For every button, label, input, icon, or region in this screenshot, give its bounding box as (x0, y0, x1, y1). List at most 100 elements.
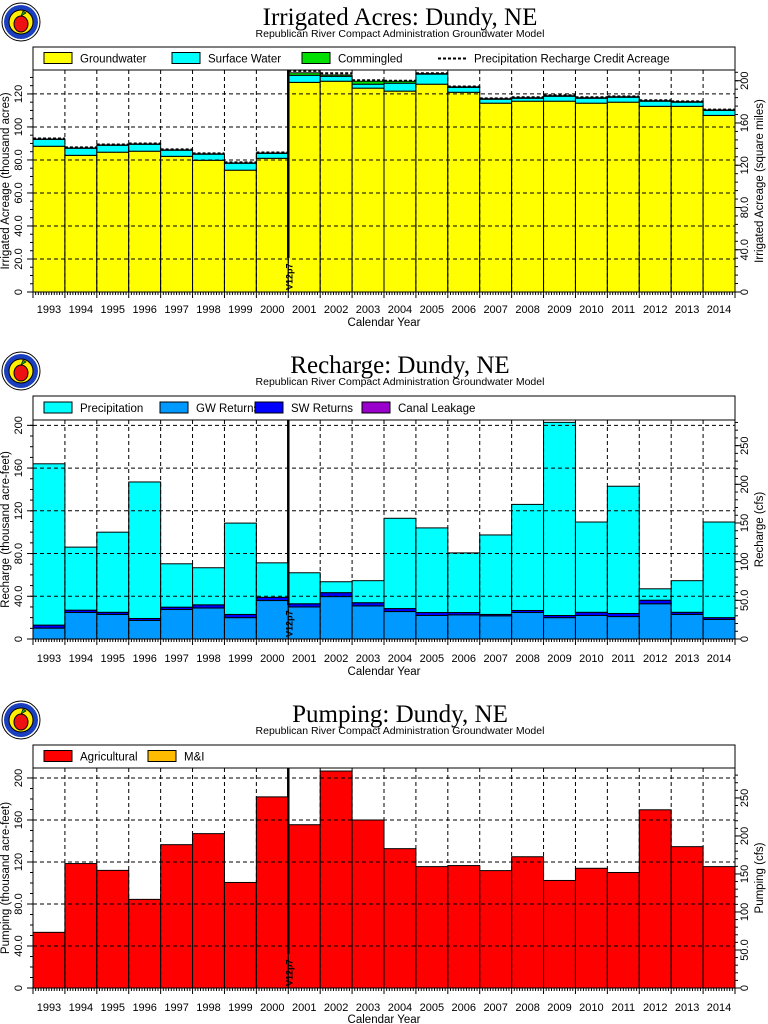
bar-agricultural-2014 (702, 866, 736, 989)
bar-surface-water-2004 (383, 82, 417, 92)
x-tick-label: 2000 (260, 1002, 284, 1014)
bar-groundwater-2011 (606, 101, 640, 293)
bar-groundwater-2009 (543, 100, 576, 293)
bar-gw-returns-1998 (192, 607, 225, 640)
x-tick-label: 1995 (101, 653, 125, 665)
bar-precipitation-2005 (415, 527, 449, 614)
x-tick-label: 2009 (547, 1002, 571, 1014)
bar-surface-water-2003 (351, 83, 385, 89)
x-tick-label: 2010 (579, 653, 603, 665)
x-tick-label: 2001 (292, 304, 316, 316)
apple-icon (13, 15, 29, 33)
x-tick-label: 2003 (356, 653, 380, 665)
bar-precipitation-2004 (383, 517, 417, 610)
bar-agricultural-2010 (574, 867, 608, 989)
y-tick-label: 60.0 (13, 182, 25, 203)
x-tick-label: 1998 (196, 653, 220, 665)
legend-label: Canal Leakage (398, 403, 475, 415)
y-axis-label: Irrigated Acreage (thousand acres) (0, 92, 12, 269)
y2-tick-label: 150 (739, 865, 751, 883)
bar-surface-water-1993 (32, 138, 66, 147)
chart-title: Recharge: Dundy, NE (290, 352, 509, 379)
y2-tick-label: 200 (739, 72, 751, 90)
y-tick-label: 40.0 (13, 935, 25, 956)
y-tick-label: 40.0 (13, 215, 25, 236)
x-tick-label: 2007 (483, 304, 507, 316)
bar-surface-water-2012 (638, 100, 672, 107)
bar-agricultural-2001 (287, 824, 321, 989)
leaf-icon (20, 10, 27, 17)
x-tick-label: 2012 (643, 304, 667, 316)
bar-precipitation-1999 (223, 522, 257, 615)
bar-surface-water-1997 (160, 149, 194, 157)
x-tick-label: 1997 (164, 304, 188, 316)
bar-gw-returns-2007 (479, 615, 513, 640)
bar-precipitation-2001 (287, 572, 321, 605)
y-tick-label: 120 (13, 502, 25, 520)
bar-precipitation-1993 (32, 463, 66, 626)
x-tick-label: 1999 (228, 653, 252, 665)
legend-box (32, 744, 736, 769)
bar-groundwater-2007 (479, 102, 513, 293)
x-axis-label: Calendar Year (348, 1014, 421, 1024)
bar-surface-water-2005 (415, 73, 449, 85)
x-tick-label: 1996 (132, 653, 156, 665)
x-tick-label: 2010 (579, 1002, 603, 1014)
bar-gw-returns-2009 (543, 617, 576, 640)
bar-precipitation-2007 (479, 534, 513, 615)
bar-precipitation-2014 (702, 521, 736, 619)
y2-tick-label: 50.0 (739, 939, 751, 960)
x-tick-label: 2006 (452, 653, 476, 665)
bar-surface-water-1998 (192, 153, 225, 161)
bar-agricultural-2011 (606, 871, 640, 989)
x-tick-label: 1998 (196, 1002, 220, 1014)
y2-tick-label: 100 (739, 903, 751, 921)
y-tick-label: 200 (13, 416, 25, 434)
bar-sw-returns-2012 (638, 599, 672, 605)
x-tick-label: 2003 (356, 1002, 380, 1014)
legend-label: Agricultural (80, 752, 138, 764)
bar-surface-water-1999 (223, 162, 257, 171)
bar-agricultural-1995 (96, 869, 130, 989)
bar-agricultural-1996 (128, 898, 162, 989)
y-tick-label: 160 (13, 459, 25, 477)
x-tick-label: 2009 (547, 653, 571, 665)
x-tick-label: 2013 (675, 304, 699, 316)
bar-gw-returns-1994 (64, 612, 98, 640)
legend-label: Commingled (338, 54, 403, 66)
bar-surface-water-1996 (128, 143, 162, 152)
bar-groundwater-1997 (160, 155, 194, 293)
bar-groundwater-2004 (383, 90, 417, 293)
bar-agricultural-2008 (511, 856, 545, 989)
x-tick-label: 2008 (515, 653, 539, 665)
x-tick-label: 1998 (196, 304, 220, 316)
bar-surface-water-1994 (64, 147, 98, 156)
x-tick-label: 2004 (388, 1002, 412, 1014)
bar-precipitation-2000 (255, 562, 289, 598)
bar-groundwater-2013 (670, 105, 704, 293)
x-tick-label: 2008 (515, 1002, 539, 1014)
bar-groundwater-1996 (128, 150, 162, 293)
bar-surface-water-2010 (574, 97, 608, 104)
x-tick-label: 2002 (324, 304, 348, 316)
y-tick-label: 40.0 (13, 586, 25, 607)
x-tick-label: 2010 (579, 304, 603, 316)
bar-precipitation-1994 (64, 546, 98, 611)
bar-surface-water-2002 (319, 75, 353, 82)
bar-gw-returns-2008 (511, 612, 545, 640)
x-tick-label: 1997 (164, 653, 188, 665)
bar-gw-returns-2011 (606, 616, 640, 640)
bar-surface-water-2001 (287, 74, 321, 83)
bar-precipitation-1995 (96, 531, 130, 613)
bar-precipitation-2006 (447, 552, 481, 614)
x-tick-label: 1994 (69, 304, 93, 316)
x-tick-label: 2014 (707, 1002, 731, 1014)
legend-label: M&I (184, 752, 204, 764)
bar-precipitation-2012 (638, 588, 672, 601)
bar-gw-returns-2003 (351, 605, 385, 640)
x-tick-label: 1995 (101, 1002, 125, 1014)
